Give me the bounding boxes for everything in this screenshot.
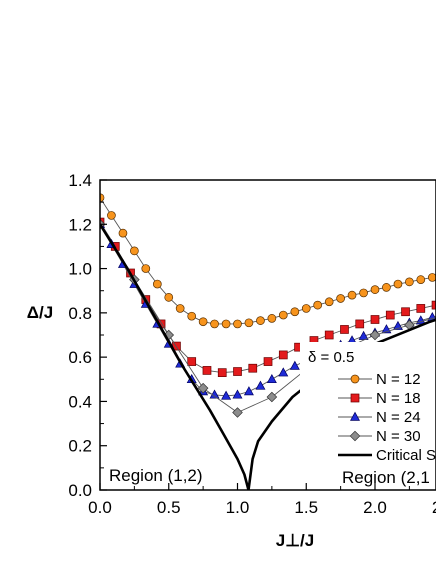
legend-label-0: N = 12	[376, 371, 421, 388]
data-point-3-3	[197, 382, 209, 394]
legend-marker-3	[349, 430, 361, 442]
legend-label-4: Critical S	[376, 447, 436, 464]
data-point-1-11	[263, 357, 273, 366]
data-point-3-5	[266, 391, 278, 403]
data-point-0-25	[382, 283, 391, 292]
data-point-0-8	[187, 311, 197, 321]
legend-label-3: N = 30	[376, 428, 421, 445]
data-point-0-2	[118, 228, 128, 238]
data-point-2-13	[243, 386, 254, 396]
data-point-2-12	[232, 389, 243, 399]
data-point-1-16	[340, 325, 349, 334]
x-tick-label-3: 1.5	[294, 498, 318, 517]
y-tick-label-1: 0.2	[68, 437, 92, 456]
data-point-0-28	[416, 275, 426, 284]
axis-ticks: 0.0 0.5 1.0 1.5 2.0 2.5 0.0 0.2 0.4 0.6 0.8 1.0 1.2 1…	[68, 171, 436, 517]
data-point-1-7	[202, 366, 212, 375]
data-point-2-14	[255, 380, 266, 390]
data-point-0-1	[107, 211, 116, 220]
x-tick-label-4: 2.0	[363, 498, 387, 517]
legend-marker-0	[350, 374, 360, 384]
data-point-0-27	[405, 277, 414, 287]
data-point-1-20	[401, 307, 410, 317]
data-point-0-20	[324, 297, 334, 307]
data-point-2-16	[278, 367, 289, 377]
data-point-1-15	[324, 330, 334, 340]
y-tick-label-4: 0.8	[68, 304, 92, 323]
y-tick-label-2: 0.4	[68, 392, 92, 411]
series-layer	[100, 193, 436, 490]
data-point-1-19	[385, 310, 395, 320]
data-point-0-26	[393, 279, 403, 289]
legend-title: δ = 0.5	[308, 349, 354, 366]
legend-label-2: N = 24	[376, 409, 421, 426]
data-point-1-10	[248, 363, 258, 373]
data-point-0-5	[152, 279, 162, 289]
x-tick-label-0: 0.0	[88, 498, 112, 517]
data-point-1-21	[416, 304, 426, 313]
legend-marker-1	[350, 393, 360, 403]
y-tick-label-7: 1.4	[68, 171, 92, 190]
data-point-0-3	[130, 246, 139, 256]
data-point-0-18	[301, 304, 311, 313]
data-point-0-10	[210, 319, 219, 329]
data-point-0-19	[313, 300, 323, 310]
legend-background	[300, 342, 436, 468]
data-point-1-18	[370, 315, 380, 324]
plot-area: δ = 0.5 N = 12 N = 18 N = 24 N = 30 Critical…	[68, 171, 436, 517]
data-point-0-23	[359, 288, 368, 298]
data-point-0-13	[244, 318, 254, 328]
data-point-1-9	[233, 367, 242, 376]
data-point-0-4	[141, 264, 151, 273]
y-tick-label-0: 0.0	[68, 481, 92, 500]
data-point-0-21	[336, 294, 345, 303]
data-point-1-17	[355, 319, 365, 329]
x-tick-label-2: 1.0	[226, 498, 250, 517]
data-point-0-7	[175, 304, 185, 313]
data-point-1-22	[431, 300, 436, 310]
series-0	[100, 193, 436, 329]
legend-label-1: N = 18	[376, 390, 421, 407]
x-tick-label-5: 2.5	[432, 498, 436, 517]
data-point-1-6	[187, 357, 197, 366]
y-tick-label-3: 0.6	[68, 348, 92, 367]
data-point-0-22	[347, 290, 357, 300]
data-point-3-8	[369, 329, 381, 341]
x-axis-title: J⊥/J	[276, 531, 314, 550]
legend-marker-2	[350, 411, 360, 421]
data-point-0-11	[221, 319, 231, 329]
data-point-2-15	[266, 373, 277, 384]
data-point-1-8	[217, 368, 227, 377]
data-point-0-24	[370, 285, 380, 294]
y-tick-label-5: 1.0	[68, 260, 92, 279]
data-point-0-0	[100, 193, 105, 203]
data-point-2-11	[221, 390, 232, 400]
data-point-0-16	[278, 310, 288, 320]
data-point-3-4	[232, 407, 243, 418]
data-point-0-12	[233, 319, 242, 329]
y-axis-title: Δ/J	[27, 303, 53, 322]
data-point-0-9	[198, 317, 208, 327]
data-point-0-17	[290, 307, 300, 317]
y-tick-label-6: 1.2	[68, 215, 92, 234]
data-point-0-29	[427, 273, 436, 282]
data-point-0-6	[164, 293, 174, 302]
region-left-label: Region (1,2)	[109, 466, 203, 485]
data-point-1-12	[278, 350, 288, 360]
data-point-2-17	[289, 360, 300, 370]
data-point-0-15	[267, 314, 277, 323]
x-tick-label-1: 0.5	[157, 498, 181, 517]
region-right-label: Region (2,1	[342, 468, 430, 487]
legend: δ = 0.5 N = 12 N = 18 N = 24 N = 30 Critical…	[308, 349, 436, 464]
data-point-0-14	[256, 316, 265, 325]
data-point-2-23	[358, 330, 369, 340]
